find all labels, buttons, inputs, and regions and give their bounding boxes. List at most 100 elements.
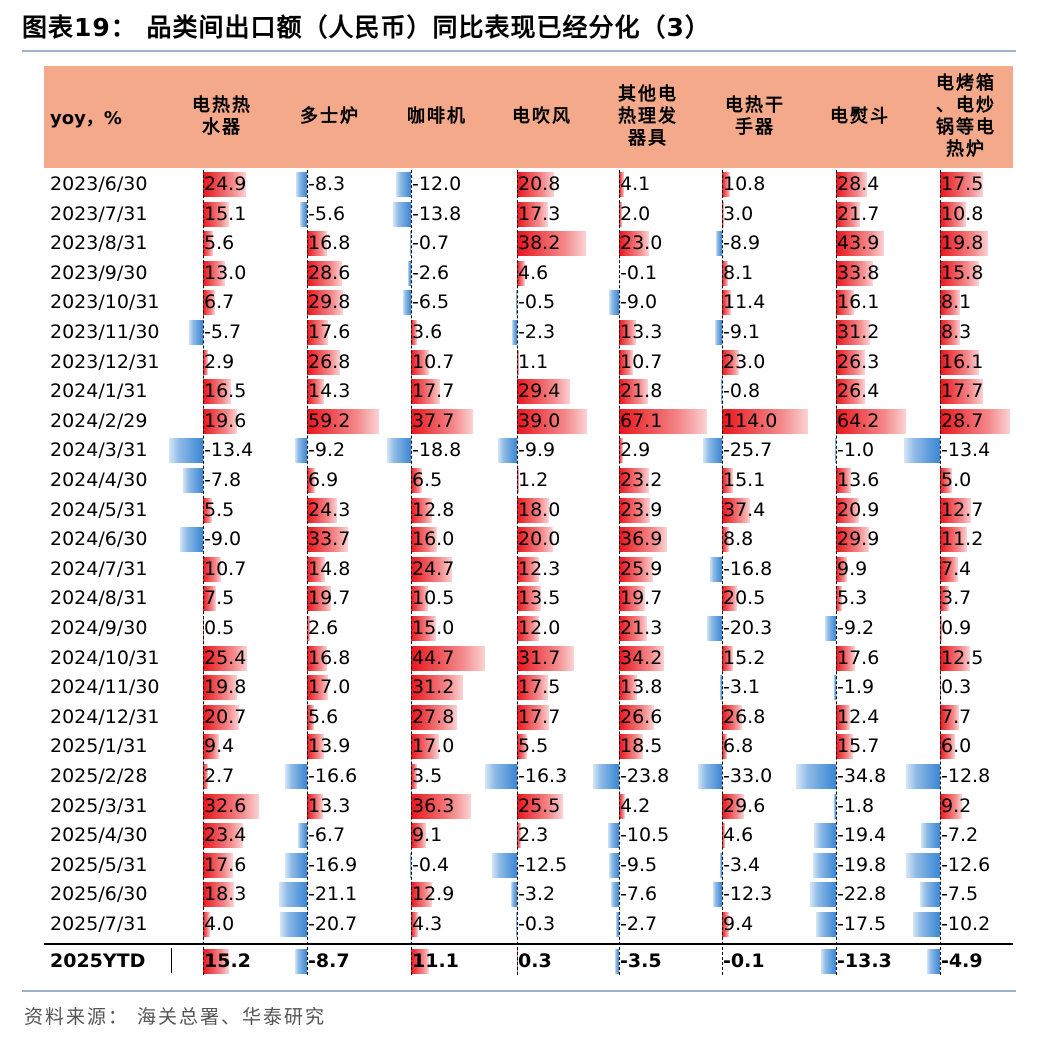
cell-value: 5.6 bbox=[204, 232, 235, 255]
negative-bar bbox=[715, 320, 722, 345]
cell-value: -12.8 bbox=[941, 765, 991, 787]
positive-bar bbox=[940, 290, 960, 316]
cell-value: 10.8 bbox=[723, 173, 766, 195]
cell-value: -0.3 bbox=[518, 913, 556, 935]
positive-bar bbox=[203, 734, 220, 760]
cell-value: 38.2 bbox=[518, 232, 561, 255]
positive-bar bbox=[836, 290, 854, 316]
positive-bar bbox=[411, 320, 417, 345]
header-yoy-unit: yoy，% bbox=[50, 108, 122, 129]
cell-value: 20.8 bbox=[518, 173, 561, 195]
positive-bar bbox=[411, 349, 429, 375]
negative-bar bbox=[713, 882, 722, 908]
cell-value: 6.7 bbox=[204, 291, 235, 314]
positive-bar bbox=[411, 379, 441, 405]
cell-value: 2.9 bbox=[204, 350, 235, 373]
cell-value: -17.5 bbox=[837, 913, 887, 935]
cell-value: 4.1 bbox=[620, 173, 651, 195]
row-label: 2024/2/29 bbox=[50, 409, 148, 432]
cell-value: 26.8 bbox=[723, 705, 766, 728]
positive-bar bbox=[307, 645, 328, 671]
positive-bar bbox=[722, 468, 734, 493]
cell-value: 14.3 bbox=[308, 380, 351, 403]
cell-value: 16.8 bbox=[308, 646, 351, 669]
negative-bar bbox=[912, 912, 940, 937]
positive-bar bbox=[619, 616, 647, 641]
positive-bar bbox=[411, 616, 436, 641]
cell-value: 25.9 bbox=[620, 557, 663, 580]
cell-value: -12.6 bbox=[941, 853, 991, 876]
cell-value: 2.6 bbox=[308, 617, 339, 639]
positive-bar bbox=[619, 527, 668, 553]
row-label: 2024/11/30 bbox=[50, 676, 160, 699]
positive-bar bbox=[619, 645, 664, 671]
cell-value: -12.3 bbox=[723, 883, 773, 906]
cell-value: -9.0 bbox=[204, 528, 242, 551]
positive-bar bbox=[836, 527, 869, 553]
positive-bar bbox=[722, 645, 734, 671]
negative-bar bbox=[279, 912, 307, 937]
positive-bar bbox=[203, 379, 232, 405]
source-note: 资料来源： 海关总署、华泰研究 bbox=[24, 1006, 327, 1028]
positive-bar bbox=[411, 734, 440, 760]
cell-value: 17.0 bbox=[308, 676, 351, 699]
cell-value: 17.6 bbox=[837, 646, 880, 669]
cell-value: 21.7 bbox=[837, 202, 880, 225]
cell-value: 1.2 bbox=[518, 469, 549, 491]
cell-value: 34.2 bbox=[620, 646, 663, 669]
row-label: 2024/8/31 bbox=[50, 587, 148, 610]
cell-value: 6.9 bbox=[308, 469, 339, 491]
positive-bar bbox=[619, 349, 634, 375]
cell-value: 9.4 bbox=[723, 913, 754, 935]
cell-value: -0.1 bbox=[723, 950, 765, 972]
cell-value: 15.0 bbox=[412, 617, 455, 639]
positive-bar bbox=[619, 231, 650, 257]
cell-value: -16.8 bbox=[723, 557, 773, 580]
positive-bar bbox=[411, 793, 472, 819]
negative-bar bbox=[719, 852, 722, 878]
cell-value: 3.7 bbox=[941, 587, 972, 610]
positive-bar bbox=[411, 949, 430, 974]
positive-bar bbox=[722, 497, 751, 523]
negative-bar bbox=[512, 320, 517, 345]
cell-value: 7.7 bbox=[941, 705, 972, 728]
positive-bar bbox=[411, 704, 458, 730]
positive-bar bbox=[722, 912, 730, 937]
cell-value: 26.8 bbox=[308, 350, 351, 373]
cell-value: -3.4 bbox=[723, 853, 761, 876]
cell-value: 10.8 bbox=[941, 202, 984, 225]
positive-bar bbox=[411, 675, 463, 701]
cell-value: -1.8 bbox=[837, 794, 875, 817]
cell-value: 8.1 bbox=[723, 261, 754, 284]
cell-value: 28.4 bbox=[837, 173, 880, 195]
positive-bar bbox=[517, 586, 542, 612]
cell-value: -1.9 bbox=[837, 676, 875, 699]
cell-value: -6.7 bbox=[308, 824, 346, 847]
positive-bar bbox=[517, 675, 549, 701]
negative-bar bbox=[608, 852, 619, 878]
positive-bar bbox=[940, 793, 963, 819]
positive-bar bbox=[517, 172, 555, 197]
negative-bar bbox=[703, 438, 722, 464]
cell-value: 10.7 bbox=[204, 557, 247, 580]
positive-bar bbox=[722, 349, 740, 375]
positive-bar bbox=[619, 379, 648, 405]
negative-bar bbox=[298, 823, 307, 849]
row-label: 2024/4/30 bbox=[50, 469, 148, 491]
cell-value: 18.0 bbox=[518, 498, 561, 521]
positive-bar bbox=[722, 260, 729, 286]
negative-bar bbox=[721, 379, 722, 405]
cell-value: -13.4 bbox=[204, 439, 254, 462]
cell-value: 0.5 bbox=[204, 617, 235, 639]
cell-value: 24.9 bbox=[204, 173, 247, 195]
row-label: 2025/4/30 bbox=[50, 824, 148, 847]
negative-bar bbox=[299, 201, 307, 227]
cell-value: 29.8 bbox=[308, 291, 351, 314]
cell-value: 23.0 bbox=[723, 350, 766, 373]
cell-value: 13.3 bbox=[308, 794, 351, 817]
cell-value: -10.5 bbox=[620, 824, 670, 847]
positive-bar bbox=[722, 201, 725, 227]
positive-bar bbox=[203, 260, 226, 286]
cell-value: 4.6 bbox=[723, 824, 754, 847]
cell-value: -8.9 bbox=[723, 232, 761, 255]
